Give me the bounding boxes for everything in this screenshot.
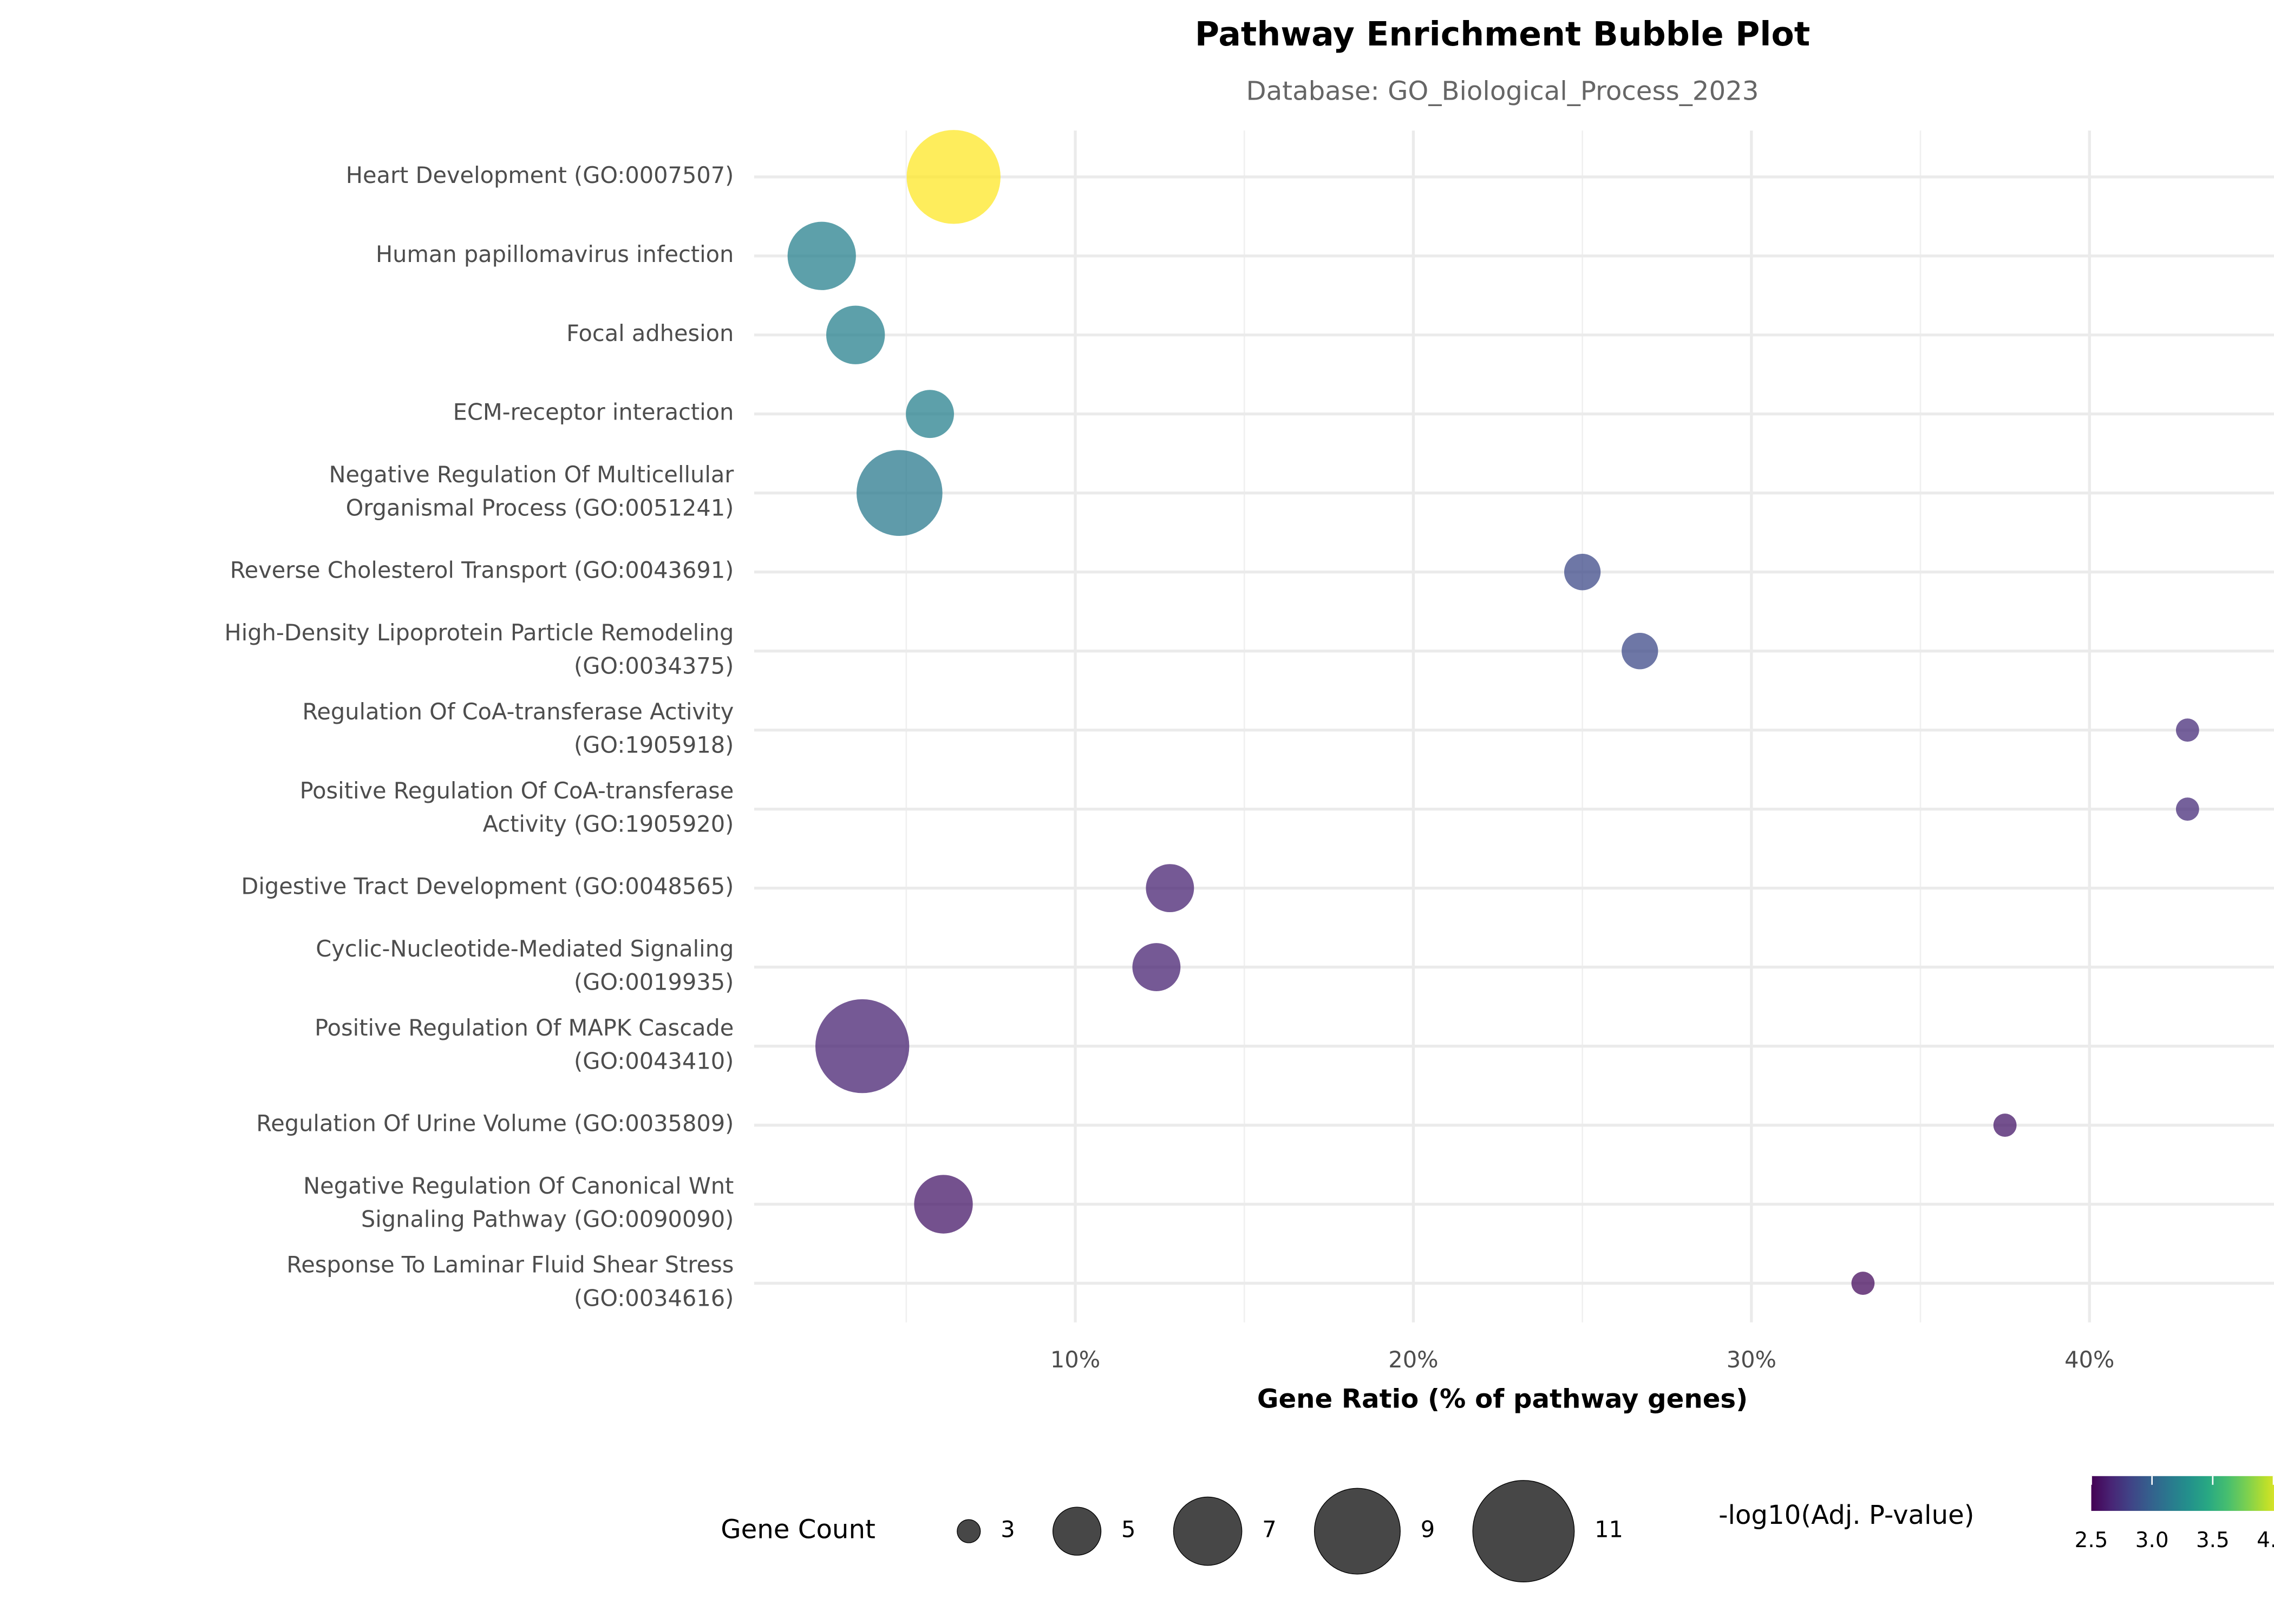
size-legend-title: Gene Count — [721, 1515, 875, 1545]
bubble — [826, 305, 885, 364]
y-tick-label: ECM-receptor interaction — [453, 399, 734, 425]
y-tick-label: Response To Laminar Fluid Shear Stress (G… — [286, 1252, 734, 1312]
size-legend-key — [1052, 1507, 1102, 1556]
bubble — [906, 390, 954, 438]
color-legend-title: -log10(Adj. P-value) — [1718, 1500, 1974, 1530]
size-legend-label: 9 — [1421, 1516, 1435, 1543]
size-legend-key — [1472, 1480, 1575, 1582]
bubble — [787, 221, 856, 290]
color-bar-label: 2.5 — [2075, 1528, 2108, 1553]
y-tick-label: Positive Regulation Of MAPK Cascade (GO:0… — [315, 1014, 734, 1075]
chart-title: Pathway Enrichment Bubble Plot — [1195, 15, 1810, 54]
size-legend-key — [1314, 1488, 1401, 1575]
bubble — [2175, 797, 2199, 821]
x-tick-label: 10% — [1050, 1346, 1100, 1373]
size-legend-label: 11 — [1595, 1516, 1623, 1543]
bubble — [1146, 864, 1194, 913]
bubble — [914, 1175, 973, 1234]
chart-subtitle: Database: GO_Biological_Process_2023 — [1246, 76, 1759, 106]
bubble — [857, 450, 943, 536]
y-tick-label: Negative Regulation Of Canonical Wnt Sign… — [303, 1173, 734, 1233]
x-tick-label: 40% — [2064, 1346, 2114, 1373]
y-tick-label: Negative Regulation Of Multicellular Orga… — [329, 461, 734, 521]
bubble — [1622, 633, 1658, 670]
x-axis-label: Gene Ratio (% of pathway genes) — [1257, 1384, 1748, 1415]
size-legend-label: 3 — [1001, 1516, 1015, 1543]
color-bar — [2091, 1476, 2274, 1511]
size-legend-key — [1173, 1496, 1243, 1566]
bubble — [2175, 718, 2199, 742]
y-tick-label: Regulation Of CoA-transferase Activity (G… — [302, 698, 734, 758]
y-tick-label: Reverse Cholesterol Transport (GO:004369… — [230, 557, 734, 584]
color-bar-label: 3.5 — [2196, 1528, 2230, 1553]
color-bar-label: 3.0 — [2135, 1528, 2169, 1553]
color-bar-label: 4.0 — [2257, 1528, 2274, 1553]
y-tick-label: Human papillomavirus infection — [376, 241, 734, 267]
size-legend-key — [957, 1519, 981, 1543]
bubble — [1993, 1114, 2017, 1137]
y-tick-label: Positive Regulation Of CoA-transferase Ac… — [300, 777, 734, 837]
size-legend-label: 5 — [1121, 1516, 1135, 1543]
bubble — [815, 999, 910, 1093]
size-legend-label: 7 — [1262, 1516, 1276, 1543]
bubble — [906, 130, 1001, 224]
x-tick-label: 30% — [1727, 1346, 1776, 1373]
y-tick-label: High-Density Lipoprotein Particle Remode… — [225, 619, 734, 679]
y-tick-label: Heart Development (GO:0007507) — [346, 162, 734, 188]
bubble — [1564, 554, 1601, 591]
y-tick-label: Cyclic-Nucleotide-Mediated Signaling (GO:… — [316, 935, 734, 996]
y-tick-label: Regulation Of Urine Volume (GO:0035809) — [256, 1110, 734, 1137]
bubble — [1132, 943, 1181, 992]
y-tick-label: Focal adhesion — [566, 320, 734, 346]
x-tick-label: 20% — [1388, 1346, 1438, 1373]
y-tick-label: Digestive Tract Development (GO:0048565) — [241, 873, 734, 900]
bubble — [1851, 1272, 1875, 1295]
